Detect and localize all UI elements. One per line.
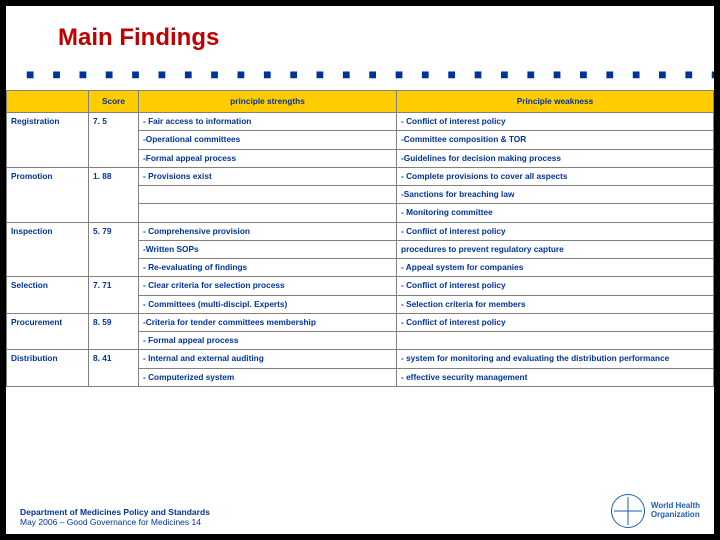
page-title: Main Findings bbox=[6, 6, 714, 52]
weakness-cell: -Sanctions for breaching law bbox=[397, 186, 714, 204]
weakness-cell: -Guidelines for decision making process bbox=[397, 149, 714, 167]
weakness-cell bbox=[397, 332, 714, 350]
strength-cell: -Formal appeal process bbox=[139, 149, 397, 167]
weakness-cell: - Conflict of interest policy bbox=[397, 113, 714, 131]
table-row: Inspection5. 79- Comprehensive provision… bbox=[7, 222, 714, 240]
weakness-cell: - Complete provisions to cover all aspec… bbox=[397, 167, 714, 185]
header-weakness: Principle weakness bbox=[397, 91, 714, 113]
row-label: Inspection bbox=[7, 222, 89, 277]
row-label: Promotion bbox=[7, 167, 89, 222]
who-logo: World Health Organization bbox=[611, 494, 700, 528]
table-row: Promotion1. 88- Provisions exist- Comple… bbox=[7, 167, 714, 185]
header-strengths: principle strengths bbox=[139, 91, 397, 113]
table-row: Distribution8. 41- Internal and external… bbox=[7, 350, 714, 368]
divider-dots: ■ ■ ■ ■ ■ ■ ■ ■ ■ ■ ■ ■ ■ ■ ■ ■ ■ ■ ■ ■ … bbox=[6, 52, 714, 90]
strength-cell: - Provisions exist bbox=[139, 167, 397, 185]
strength-cell: -Operational committees bbox=[139, 131, 397, 149]
weakness-cell: - system for monitoring and evaluating t… bbox=[397, 350, 714, 368]
footer-line2: May 2006 – Good Governance for Medicines… bbox=[20, 517, 210, 528]
table-row: Selection7. 71- Clear criteria for selec… bbox=[7, 277, 714, 295]
row-label: Distribution bbox=[7, 350, 89, 387]
weakness-cell: - Conflict of interest policy bbox=[397, 313, 714, 331]
row-score: 8. 41 bbox=[89, 350, 139, 387]
who-logo-text: World Health Organization bbox=[651, 502, 700, 520]
weakness-cell: - Selection criteria for members bbox=[397, 295, 714, 313]
strength-cell: - Clear criteria for selection process bbox=[139, 277, 397, 295]
weakness-cell: - Monitoring committee bbox=[397, 204, 714, 222]
row-score: 1. 88 bbox=[89, 167, 139, 222]
strength-cell: - Re-evaluating of findings bbox=[139, 259, 397, 277]
strength-cell: -Criteria for tender committees membersh… bbox=[139, 313, 397, 331]
slide: Main Findings ■ ■ ■ ■ ■ ■ ■ ■ ■ ■ ■ ■ ■ … bbox=[6, 6, 714, 534]
table-row: Registration7. 5- Fair access to informa… bbox=[7, 113, 714, 131]
weakness-cell: -Committee composition & TOR bbox=[397, 131, 714, 149]
weakness-cell: - Appeal system for companies bbox=[397, 259, 714, 277]
row-score: 5. 79 bbox=[89, 222, 139, 277]
strength-cell bbox=[139, 186, 397, 204]
findings-table: Score principle strengths Principle weak… bbox=[6, 90, 714, 387]
header-blank bbox=[7, 91, 89, 113]
strength-cell: - Formal appeal process bbox=[139, 332, 397, 350]
row-label: Registration bbox=[7, 113, 89, 168]
footer: Department of Medicines Policy and Stand… bbox=[20, 507, 210, 528]
strength-cell: - Fair access to information bbox=[139, 113, 397, 131]
weakness-cell: - Conflict of interest policy bbox=[397, 277, 714, 295]
strength-cell: - Computerized system bbox=[139, 368, 397, 386]
strength-cell: -Written SOPs bbox=[139, 240, 397, 258]
header-score: Score bbox=[89, 91, 139, 113]
strength-cell bbox=[139, 204, 397, 222]
strength-cell: - Comprehensive provision bbox=[139, 222, 397, 240]
table-row: Procurement8. 59-Criteria for tender com… bbox=[7, 313, 714, 331]
strength-cell: - Internal and external auditing bbox=[139, 350, 397, 368]
weakness-cell: - Conflict of interest policy bbox=[397, 222, 714, 240]
strength-cell: - Committees (multi-discipl. Experts) bbox=[139, 295, 397, 313]
table-header-row: Score principle strengths Principle weak… bbox=[7, 91, 714, 113]
row-label: Procurement bbox=[7, 313, 89, 350]
row-label: Selection bbox=[7, 277, 89, 314]
row-score: 8. 59 bbox=[89, 313, 139, 350]
footer-line1: Department of Medicines Policy and Stand… bbox=[20, 507, 210, 518]
who-logo-line2: Organization bbox=[651, 511, 700, 520]
weakness-cell: - effective security management bbox=[397, 368, 714, 386]
row-score: 7. 71 bbox=[89, 277, 139, 314]
globe-icon bbox=[611, 494, 645, 528]
row-score: 7. 5 bbox=[89, 113, 139, 168]
weakness-cell: procedures to prevent regulatory capture bbox=[397, 240, 714, 258]
